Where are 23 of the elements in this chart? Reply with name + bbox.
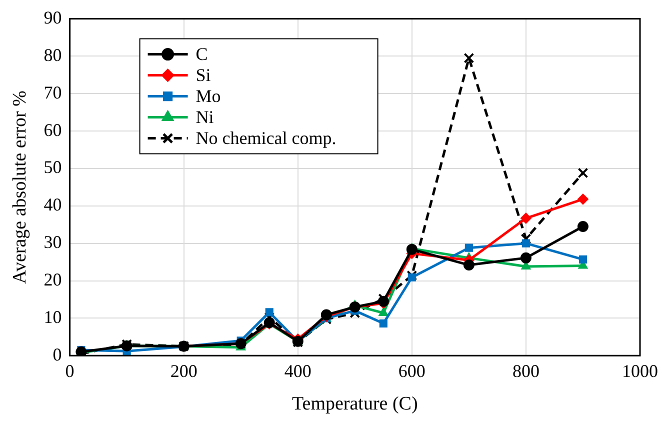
legend-label: C — [196, 44, 208, 64]
x-tick-label: 1000 — [622, 361, 658, 382]
y-tick-label: 20 — [44, 269, 62, 290]
y-tick-label: 50 — [44, 157, 62, 178]
x-axis-title: Temperature (C) — [292, 394, 418, 415]
legend-label: No chemical comp. — [196, 128, 336, 148]
y-tick-label: 40 — [44, 194, 62, 215]
x-tick-label: 600 — [398, 361, 426, 382]
y-tick-label: 30 — [44, 232, 62, 252]
y-tick-label: 80 — [44, 44, 62, 65]
legend-label: Ni — [196, 107, 214, 128]
y-tick-label: 60 — [44, 120, 62, 140]
x-tick-label: 400 — [284, 361, 312, 382]
y-tick-label: 70 — [44, 82, 62, 102]
y-tick-label: 90 — [44, 8, 62, 28]
legend-label: Mo — [196, 86, 221, 106]
x-tick-label: 200 — [170, 361, 198, 382]
y-axis-title: Average absolute error % — [9, 90, 30, 284]
x-tick-label: 800 — [512, 361, 540, 382]
y-tick-label: 0 — [52, 344, 62, 364]
x-tick-label: 0 — [65, 361, 74, 382]
legend-label: Si — [196, 65, 211, 86]
y-tick-label: 10 — [44, 306, 62, 327]
